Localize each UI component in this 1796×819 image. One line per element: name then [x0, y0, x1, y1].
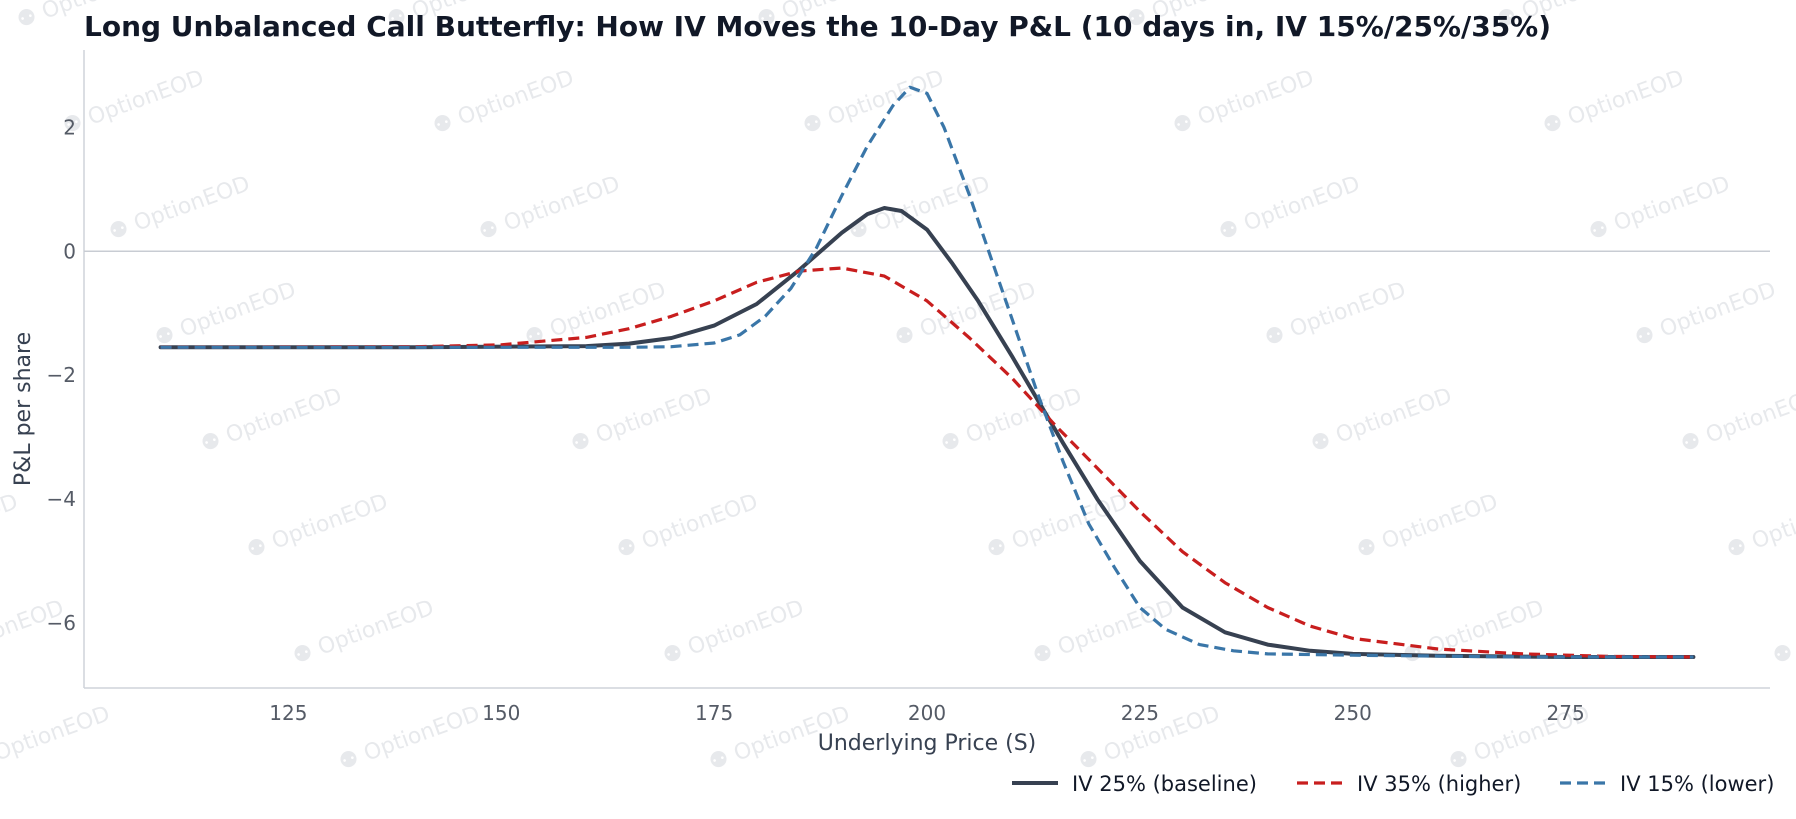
x-tick-labels: 125 150 175 200 225 250 275: [269, 701, 1584, 725]
chart-title: Long Unbalanced Call Butterfly: How IV M…: [84, 10, 1551, 43]
x-tick-label: 225: [1121, 701, 1159, 725]
y-tick-labels: −6 −4 −2 0 2: [47, 115, 76, 635]
watermark-text: ⚉ OptionEOD: [60, 65, 208, 139]
series-layer: [158, 85, 1696, 659]
watermark-text: ⚉ OptionEOD: [1632, 277, 1780, 351]
x-tick-label: 275: [1547, 701, 1585, 725]
y-tick-label: 0: [63, 239, 76, 263]
x-axis-label: Underlying Price (S): [818, 731, 1037, 756]
watermark-text: ⚉ OptionEOD: [660, 595, 808, 669]
watermark-text: ⚉ OptionEOD: [1540, 65, 1688, 139]
watermark-text: ⚉ OptionEOD: [1308, 383, 1456, 457]
watermark-text: ⚉ OptionEOD: [1030, 595, 1178, 669]
watermark-text: ⚉ OptionEOD: [1770, 595, 1796, 669]
watermark-layer: ⚉ OptionEOD ⚉ OptionEOD ⚉ OptionEOD ⚉ Optio…: [0, 0, 1796, 776]
y-tick-label: −6: [47, 611, 76, 635]
watermark-text: ⚉ OptionEOD: [1586, 171, 1734, 245]
watermark-text: ⚉ OptionEOD: [476, 171, 624, 245]
watermark-text: ⚉ OptionEOD: [198, 383, 346, 457]
legend-label-1: IV 25% (baseline): [1072, 772, 1257, 796]
watermark-text: ⚉ OptionEOD: [336, 701, 484, 775]
legend: IV 25% (baseline) IV 35% (higher) IV 15% (…: [1012, 772, 1774, 796]
x-tick-label: 125: [269, 701, 307, 725]
x-tick-label: 150: [482, 701, 520, 725]
watermark-text: ⚉ OptionEOD: [290, 595, 438, 669]
x-tick-label: 250: [1334, 701, 1372, 725]
watermark-text: ⚉ OptionEOD: [1678, 383, 1796, 457]
watermark-text: ⚉ OptionEOD: [846, 171, 994, 245]
y-tick-label: −2: [47, 363, 76, 387]
watermark-text: ⚉ OptionEOD: [0, 701, 113, 775]
watermark-text: ⚉ OptionEOD: [430, 65, 578, 139]
watermark-text: ⚉ OptionEOD: [568, 383, 716, 457]
watermark-text: ⚉ OptionEOD: [1170, 65, 1318, 139]
watermark-text: ⚉ OptionEOD: [152, 277, 300, 351]
watermark-text: ⚉ OptionEOD: [244, 489, 392, 563]
series-line-1: [158, 206, 1696, 659]
x-tick-label: 175: [695, 701, 733, 725]
watermark-text: ⚉ OptionEOD: [0, 489, 21, 563]
legend-label-3: IV 15% (lower): [1620, 772, 1774, 796]
series-line-2: [160, 266, 1694, 659]
watermark-text: ⚉ OptionEOD: [1262, 277, 1410, 351]
watermark-text: ⚉ OptionEOD: [1354, 489, 1502, 563]
watermark-text: ⚉ OptionEOD: [892, 277, 1040, 351]
watermark-text: ⚉ OptionEOD: [614, 489, 762, 563]
watermark-text: ⚉ OptionEOD: [800, 65, 948, 139]
y-tick-label: 2: [63, 115, 76, 139]
y-tick-label: −4: [47, 487, 76, 511]
series-line-3: [160, 85, 1694, 659]
watermark-text: ⚉ OptionEOD: [106, 171, 254, 245]
x-tick-label: 200: [908, 701, 946, 725]
watermark-text: ⚉ OptionEOD: [984, 489, 1132, 563]
legend-label-2: IV 35% (higher): [1357, 772, 1521, 796]
watermark-text: ⚉ OptionEOD: [1724, 489, 1796, 563]
y-axis-label: P&L per share: [11, 332, 36, 486]
watermark-text: ⚉ OptionEOD: [1216, 171, 1364, 245]
